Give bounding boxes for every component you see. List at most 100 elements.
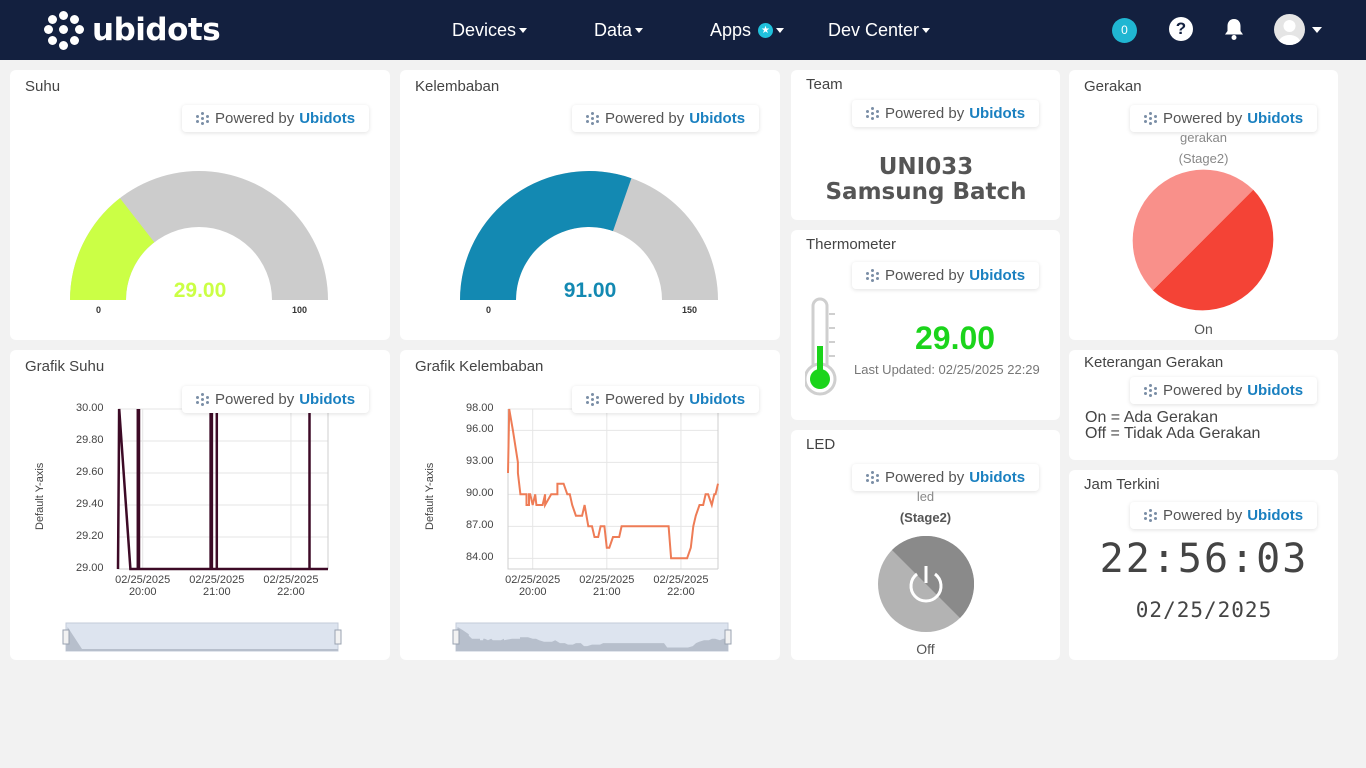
axis-frame — [507, 409, 719, 570]
series-line — [507, 408, 719, 560]
powered-by-text: Powered by — [605, 391, 685, 408]
widget-title: Team — [806, 76, 843, 93]
widget-led: LED Powered by Ubidots led (Stage2) Off — [791, 430, 1060, 660]
bell-icon[interactable] — [1223, 17, 1245, 41]
ubidots-dots-icon — [1144, 384, 1157, 397]
powered-by-text: Powered by — [215, 110, 295, 127]
led-state: Off — [916, 641, 935, 657]
powered-by-brand: Ubidots — [969, 105, 1026, 122]
user-icon — [1278, 20, 1301, 45]
help-icon[interactable]: ? — [1169, 17, 1193, 41]
powered-by-text: Powered by — [215, 391, 295, 408]
powered-by-badge[interactable]: Powered by Ubidots — [852, 100, 1040, 127]
powered-by-brand: Ubidots — [1247, 507, 1304, 524]
ubidots-logo[interactable]: ubidots — [44, 10, 221, 50]
navigator-handle[interactable] — [452, 629, 460, 645]
widget-kelembaban: Kelembaban Powered by Ubidots 91.00 0 150 — [400, 70, 780, 340]
widget-title: Thermometer — [806, 236, 897, 253]
line-chart-kelembaban — [452, 408, 732, 652]
x-tick-date: 02/25/2025 — [263, 574, 319, 586]
powered-by-badge[interactable]: Powered by Ubidots — [1130, 105, 1318, 132]
nav-data-label: Data — [594, 19, 633, 40]
ubidots-dots-icon — [866, 269, 879, 282]
ubidots-dots-icon — [586, 393, 599, 406]
x-tick-time: 20:00 — [518, 586, 547, 598]
x-tick-time: 21:00 — [203, 586, 231, 598]
x-tick-time: 22:00 — [277, 586, 305, 598]
x-tick-date: 02/25/2025 — [653, 574, 709, 586]
thermometer-icon — [805, 297, 837, 396]
x-tick-label: 02/25/2025 22:00 — [646, 574, 716, 598]
range-navigator[interactable] — [65, 622, 339, 652]
led-power-switch[interactable] — [878, 536, 974, 632]
powered-by-brand: Ubidots — [1247, 382, 1304, 399]
gauge-value: 91.00 — [563, 279, 617, 302]
widget-title: Jam Terkini — [1084, 476, 1160, 493]
y-tick-label: 29.20 — [76, 530, 104, 542]
powered-by-badge[interactable]: Powered by Ubidots — [572, 386, 760, 413]
gauge-min: 0 — [486, 305, 492, 315]
chevron-down-icon — [519, 27, 528, 33]
ubidots-dots-icon — [1144, 112, 1157, 125]
nav-dev-center[interactable]: Dev Center — [828, 0, 931, 60]
notification-count-badge[interactable]: 0 — [1112, 18, 1137, 43]
led-device-name: (Stage2) — [899, 510, 952, 525]
powered-by-text: Powered by — [1163, 507, 1243, 524]
powered-by-badge[interactable]: Powered by Ubidots — [1130, 502, 1318, 529]
y-axis-label: Default Y-axis — [424, 462, 436, 530]
clock-date: 02/25/2025 — [1135, 598, 1273, 622]
y-tick-label: 30.00 — [76, 402, 104, 414]
nav-devices[interactable]: Devices — [452, 0, 528, 60]
series-line — [116, 408, 328, 571]
x-tick-time: 20:00 — [128, 586, 157, 598]
widget-title: Grafik Kelembaban — [415, 358, 544, 375]
team-line-1: UNI033 — [878, 154, 974, 180]
ubidots-dots-icon — [866, 471, 879, 484]
line-chart-suhu — [62, 408, 342, 652]
powered-by-badge[interactable]: Powered by Ubidots — [852, 464, 1040, 491]
powered-by-text: Powered by — [885, 267, 965, 284]
gauge-value-arc — [460, 171, 632, 300]
powered-by-badge[interactable]: Powered by Ubidots — [182, 386, 370, 413]
ubidots-dots-icon — [586, 112, 599, 125]
team-line-2: Samsung Batch — [825, 179, 1027, 205]
powered-by-badge[interactable]: Powered by Ubidots — [182, 105, 370, 132]
nav-apps[interactable]: Apps ★ — [710, 0, 785, 60]
powered-by-text: Powered by — [1163, 382, 1243, 399]
x-tick-date: 02/25/2025 — [115, 574, 171, 586]
powered-by-badge[interactable]: Powered by Ubidots — [852, 262, 1040, 289]
widget-keterangan-gerakan: Keterangan Gerakan Powered by Ubidots On … — [1069, 350, 1338, 460]
gauge-suhu — [70, 171, 328, 300]
led-variable-name: led — [916, 489, 935, 504]
navigator-handle[interactable] — [724, 629, 732, 645]
power-icon — [909, 572, 943, 603]
x-tick-time: 21:00 — [593, 586, 621, 598]
axis-frame — [117, 409, 329, 570]
nav-data[interactable]: Data — [594, 0, 644, 60]
y-tick-label: 93.00 — [466, 455, 494, 468]
ubidots-dots-icon — [1144, 509, 1157, 522]
gerakan-variable-name: gerakan — [1180, 130, 1227, 145]
x-tick-label: 02/25/2025 20:00 — [498, 574, 568, 598]
keterangan-line-1: On = Ada Gerakan — [1085, 409, 1218, 426]
navigator-series — [456, 627, 728, 651]
widget-title: Keterangan Gerakan — [1084, 354, 1224, 371]
navigator-handle[interactable] — [334, 629, 342, 645]
nav-devices-label: Devices — [452, 19, 517, 40]
widget-jam-terkini: Jam Terkini Powered by Ubidots 22:56:03 0… — [1069, 470, 1338, 660]
powered-by-badge[interactable]: Powered by Ubidots — [1130, 377, 1318, 404]
powered-by-brand: Ubidots — [299, 110, 356, 127]
nav-dev-center-label: Dev Center — [828, 19, 920, 40]
powered-by-badge[interactable]: Powered by Ubidots — [572, 105, 760, 132]
powered-by-brand: Ubidots — [1247, 110, 1304, 127]
x-tick-label: 02/25/2025 21:00 — [182, 574, 252, 598]
chevron-down-icon[interactable] — [1312, 27, 1322, 33]
widget-gerakan: Gerakan Powered by Ubidots gerakan (Stage… — [1069, 70, 1338, 340]
star-badge-icon: ★ — [758, 22, 774, 38]
ubidots-dots-icon — [196, 393, 209, 406]
widget-title: Kelembaban — [415, 78, 500, 95]
user-avatar[interactable] — [1274, 14, 1305, 45]
gauge-value: 29.00 — [173, 279, 227, 302]
widget-grafik-suhu: Grafik Suhu Powered by Ubidots Default Y-… — [10, 350, 390, 660]
navigator-handle[interactable] — [62, 629, 70, 645]
